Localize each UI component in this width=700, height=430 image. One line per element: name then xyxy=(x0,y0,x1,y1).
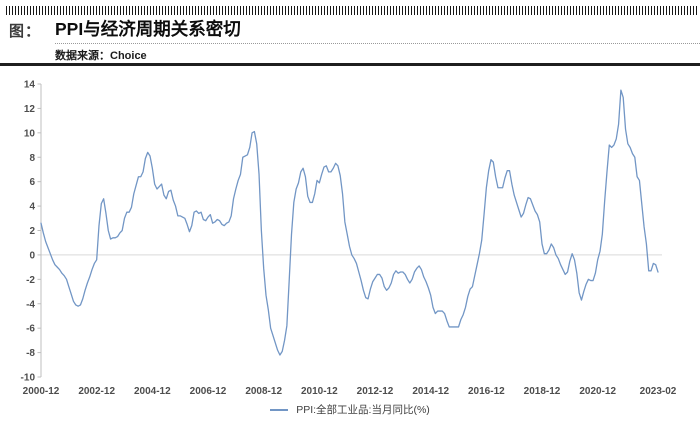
header-divider xyxy=(0,63,700,66)
x-axis-tick-label: 2006-12 xyxy=(190,386,227,397)
x-axis-tick-label: 2014-12 xyxy=(412,386,449,397)
legend-line-swatch xyxy=(270,408,289,411)
data-source-label: 数据来源：Choice xyxy=(55,50,147,62)
y-axis-tick-label: -2 xyxy=(26,275,35,286)
figure-label: 图： xyxy=(9,23,42,40)
x-axis-tick-label: 2020-12 xyxy=(579,386,616,397)
chart-legend: PPI:全部工业品:当月同比(%) xyxy=(0,402,700,417)
y-axis-tick-label: 8 xyxy=(29,153,35,164)
y-axis-tick-label: 12 xyxy=(24,104,36,115)
y-axis-tick-label: 6 xyxy=(29,177,35,188)
striped-top-bar xyxy=(6,6,697,15)
x-axis-tick-label: 2002-12 xyxy=(78,386,115,397)
ppi-line-chart: 14 12 10 8 6 4 2 0 -2 -4 -6 -8 -10 2000-12 2002-12 2004… xyxy=(21,80,677,398)
y-axis-tick-label: 10 xyxy=(24,128,36,139)
x-axis-tick-label: 2000-12 xyxy=(23,386,60,397)
x-axis-tick-label: 2018-12 xyxy=(524,386,561,397)
ppi-series-line xyxy=(40,89,659,356)
y-axis-tick-label: 2 xyxy=(29,226,35,237)
x-axis-tick-label: 2016-12 xyxy=(468,386,505,397)
y-axis-tick-label: -8 xyxy=(26,348,35,359)
legend-label: PPI:全部工业品:当月同比(%) xyxy=(296,404,430,416)
x-axis-tick-label: 2010-12 xyxy=(301,386,338,397)
y-axis-tick-label: 14 xyxy=(24,80,36,91)
title-dotted-divider xyxy=(55,43,700,44)
y-axis-tick-label: 4 xyxy=(29,202,35,213)
y-axis-tick-label: -6 xyxy=(26,324,35,335)
y-axis-tick-label: -10 xyxy=(21,373,36,384)
y-axis-tick-label: -4 xyxy=(26,299,35,310)
x-axis-tick-label: 2023-02 xyxy=(640,386,677,397)
x-axis-tick-label: 2004-12 xyxy=(134,386,171,397)
x-axis-tick-label: 2012-12 xyxy=(357,386,394,397)
page-title: PPI与经济周期关系密切 xyxy=(55,19,241,39)
y-axis-tick-label: 0 xyxy=(29,250,35,261)
x-axis-tick-label: 2008-12 xyxy=(245,386,282,397)
